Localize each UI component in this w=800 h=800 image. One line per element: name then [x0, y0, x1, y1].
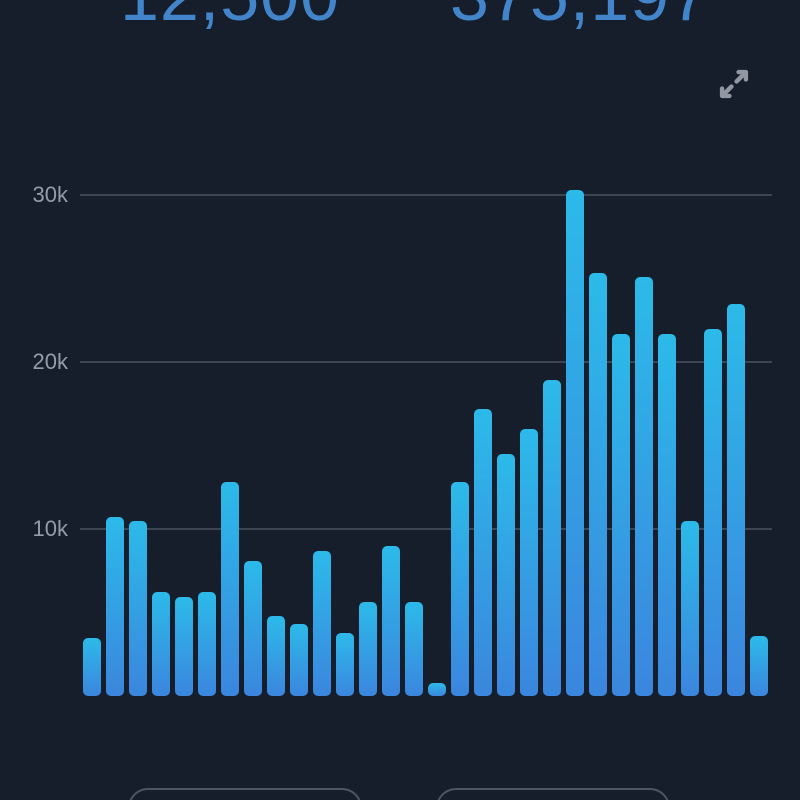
stat-left-value: 12,500: [80, 0, 380, 31]
bar-mar-01[interactable]: [336, 632, 354, 696]
bar-feb-28[interactable]: [313, 550, 331, 696]
bar-feb-26[interactable]: [267, 615, 285, 696]
y-axis-label-30k: 30k: [32, 182, 68, 207]
bar-mar-07[interactable]: [474, 408, 492, 696]
bar-feb-20[interactable]: [129, 520, 147, 696]
bar-mar-08[interactable]: [497, 453, 515, 696]
bar-feb-24[interactable]: [221, 482, 239, 696]
bar-feb-27[interactable]: [290, 624, 308, 696]
bar-mar-19[interactable]: [750, 635, 768, 696]
bottom-right-button[interactable]: [436, 788, 670, 800]
bar-feb-25[interactable]: [244, 560, 262, 696]
expand-icon: [712, 62, 756, 106]
bar-feb-18[interactable]: [83, 637, 101, 696]
bar-feb-23[interactable]: [198, 592, 216, 696]
y-axis-label-10k: 10k: [32, 516, 68, 541]
bar-mar-18[interactable]: [727, 303, 745, 696]
stat-right-value: 375,197: [430, 0, 730, 31]
bottom-left-button[interactable]: [128, 788, 362, 800]
gridline-10k: [80, 528, 772, 530]
bar-mar-13[interactable]: [612, 333, 630, 696]
bar-mar-06[interactable]: [451, 482, 469, 696]
bar-chart: 10k20k30kFeb 19Feb 26Mar 05Mar 12Mar 19: [0, 150, 800, 750]
bar-mar-12[interactable]: [589, 273, 607, 696]
bar-feb-21[interactable]: [152, 592, 170, 696]
expand-chart-button[interactable]: [712, 62, 756, 106]
bar-mar-10[interactable]: [543, 380, 561, 696]
bar-feb-19[interactable]: [106, 517, 124, 696]
bar-mar-04[interactable]: [405, 602, 423, 696]
y-axis-label-20k: 20k: [32, 349, 68, 374]
bar-mar-14[interactable]: [635, 276, 653, 696]
bar-mar-02[interactable]: [359, 602, 377, 696]
bar-mar-09[interactable]: [520, 428, 538, 696]
bar-mar-03[interactable]: [382, 545, 400, 696]
bar-feb-22[interactable]: [175, 597, 193, 696]
bar-mar-15[interactable]: [658, 333, 676, 696]
bar-mar-16[interactable]: [681, 520, 699, 696]
gridline-20k: [80, 361, 772, 363]
bar-mar-11[interactable]: [566, 189, 584, 696]
gridline-30k: [80, 194, 772, 196]
bar-mar-17[interactable]: [704, 328, 722, 696]
bar-mar-05[interactable]: [428, 682, 446, 696]
